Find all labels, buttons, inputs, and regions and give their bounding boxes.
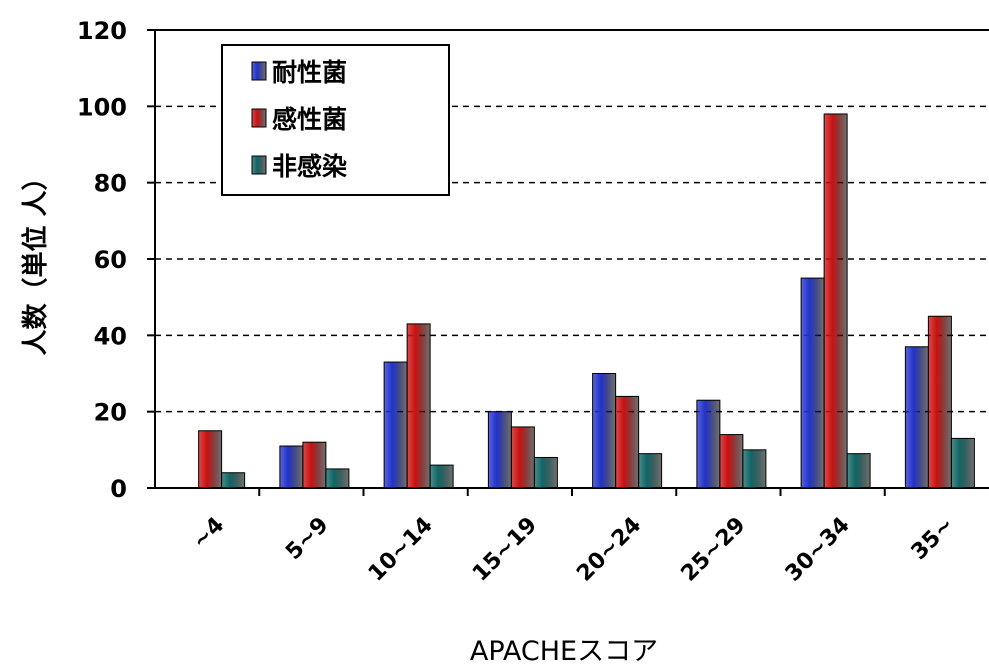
bar-感性菌	[719, 434, 744, 489]
x-tick-label: 25~29	[677, 513, 751, 587]
bar-耐性菌	[487, 411, 512, 489]
legend-label: 耐性菌	[272, 58, 347, 87]
legend-label: 非感染	[272, 152, 347, 181]
bar-感性菌	[510, 426, 535, 489]
bar-感性菌	[823, 113, 848, 489]
bar-耐性菌	[904, 346, 929, 489]
y-tick-label: 80	[94, 170, 127, 198]
x-tick-label: 30~34	[781, 513, 855, 587]
bar-非感染	[533, 456, 558, 489]
bar-耐性菌	[383, 361, 408, 489]
legend-swatch	[251, 61, 267, 81]
x-tick-label: 10~14	[364, 513, 438, 587]
bar-非感染	[221, 472, 246, 489]
y-tick-label: 120	[77, 17, 127, 45]
bar-耐性菌	[279, 445, 304, 489]
bar-感性菌	[406, 323, 431, 489]
bar-感性菌	[615, 395, 640, 489]
y-tick-label: 0	[110, 475, 127, 503]
bar-感性菌	[302, 441, 327, 489]
gridlines	[155, 29, 989, 413]
bar-感性菌	[198, 430, 223, 489]
legend-swatch	[251, 155, 267, 175]
y-tick-label: 40	[94, 322, 127, 350]
bar-非感染	[950, 437, 975, 489]
bar-非感染	[638, 453, 663, 489]
bar-非感染	[742, 449, 767, 489]
x-tick-label: 5~9	[281, 513, 333, 565]
y-tick-label: 100	[77, 93, 127, 121]
x-tick-label: 35~	[907, 513, 959, 565]
y-axis-title: 人数（単位 人）	[20, 164, 51, 355]
y-tick-label: 20	[94, 399, 127, 427]
x-axis-title: APACHEスコア	[470, 636, 658, 667]
bar-耐性菌	[696, 399, 721, 489]
bar-非感染	[429, 464, 454, 489]
y-tick-label: 60	[94, 246, 127, 274]
bars	[198, 113, 975, 489]
bar-非感染	[325, 468, 350, 489]
legend-label: 感性菌	[272, 105, 347, 134]
x-tick-label: 20~24	[572, 513, 646, 587]
bar-耐性菌	[592, 373, 617, 489]
legend-swatch	[251, 108, 267, 128]
bar-感性菌	[927, 315, 952, 489]
bar-非感染	[846, 453, 871, 489]
x-tick-label: ~4	[188, 513, 230, 555]
x-tick-label: 15~19	[468, 513, 542, 587]
bar-耐性菌	[800, 277, 825, 489]
